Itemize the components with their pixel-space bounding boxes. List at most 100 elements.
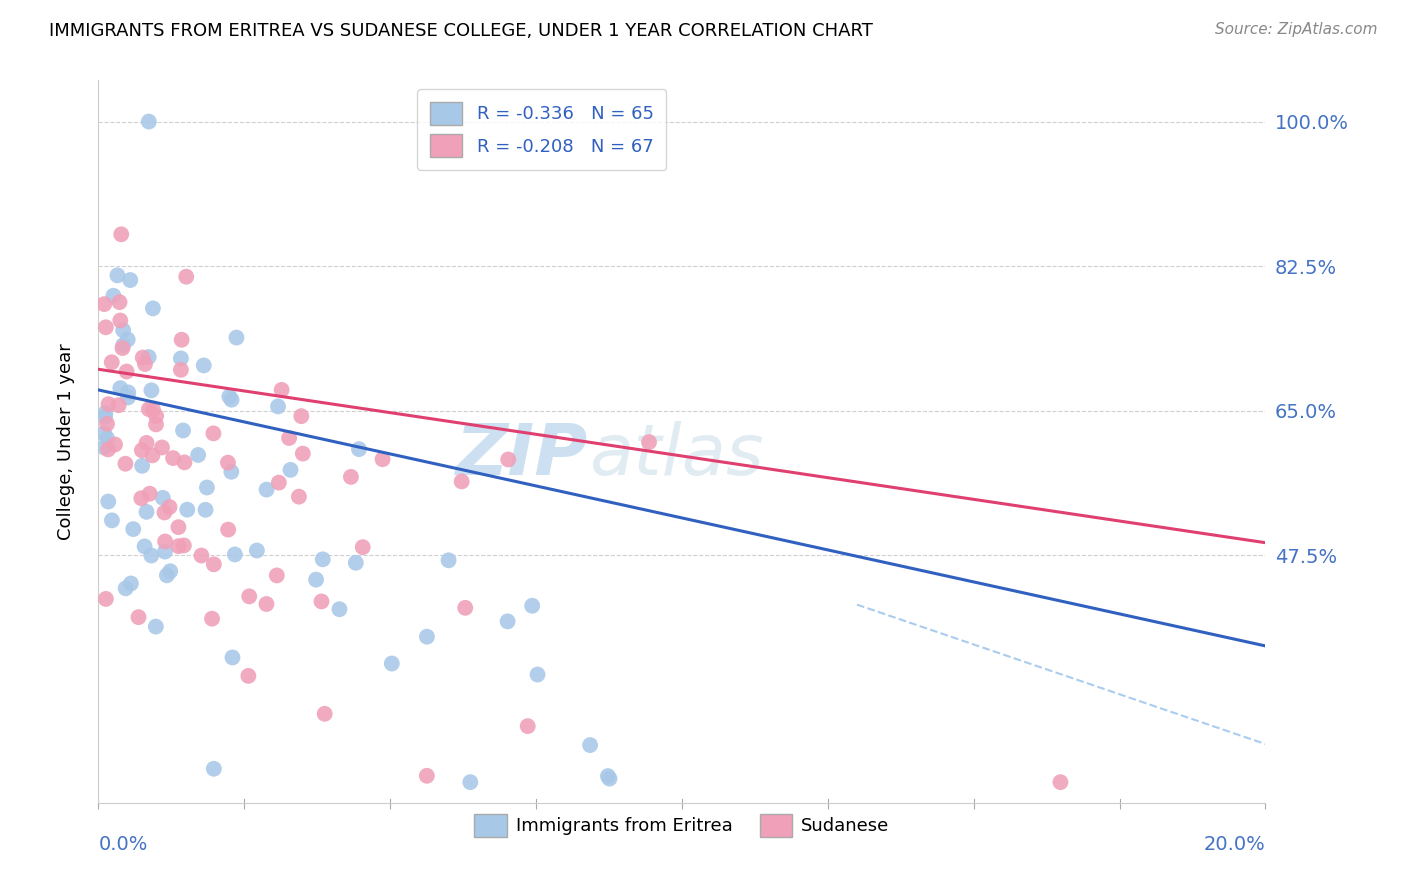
Point	[115, 365, 138, 379]
Point	[460, 775, 482, 789]
Point	[238, 669, 260, 683]
Point	[131, 458, 153, 473]
Point	[416, 769, 439, 783]
Point	[110, 381, 132, 395]
Point	[111, 341, 134, 355]
Point	[141, 448, 163, 462]
Point	[128, 610, 150, 624]
Point	[516, 719, 538, 733]
Point	[108, 295, 131, 310]
Point	[159, 500, 181, 514]
Text: 20.0%: 20.0%	[1204, 835, 1265, 855]
Point	[280, 463, 302, 477]
Point	[156, 568, 179, 582]
Point	[221, 392, 243, 407]
Point	[371, 452, 394, 467]
Point	[221, 650, 243, 665]
Point	[437, 553, 460, 567]
Point	[120, 576, 142, 591]
Point	[134, 357, 156, 371]
Point	[598, 772, 620, 786]
Point	[159, 564, 181, 578]
Point	[114, 457, 136, 471]
Point	[352, 540, 374, 554]
Point	[290, 409, 312, 424]
Point	[217, 523, 239, 537]
Point	[94, 591, 117, 606]
Point	[162, 451, 184, 466]
Point	[153, 506, 176, 520]
Point	[194, 503, 217, 517]
Point	[93, 426, 115, 441]
Text: IMMIGRANTS FROM ERITREA VS SUDANESE COLLEGE, UNDER 1 YEAR CORRELATION CHART: IMMIGRANTS FROM ERITREA VS SUDANESE COLL…	[49, 22, 873, 40]
Point	[110, 227, 132, 242]
Point	[93, 441, 115, 455]
Point	[138, 402, 160, 417]
Point	[167, 520, 190, 534]
Point	[114, 582, 136, 596]
Point	[101, 513, 124, 527]
Point	[100, 355, 122, 369]
Point	[173, 455, 195, 469]
Point	[176, 502, 198, 516]
Point	[145, 409, 167, 423]
Point	[256, 597, 278, 611]
Point	[305, 573, 328, 587]
Point	[117, 385, 139, 400]
Point	[153, 534, 176, 549]
Point	[112, 338, 135, 352]
Point	[145, 417, 167, 432]
Point	[314, 706, 336, 721]
Point	[344, 556, 367, 570]
Point	[450, 475, 472, 489]
Point	[132, 351, 155, 365]
Point	[138, 486, 160, 500]
Point	[195, 481, 218, 495]
Point	[256, 483, 278, 497]
Point	[145, 619, 167, 633]
Point	[97, 397, 120, 411]
Point	[150, 441, 173, 455]
Point	[381, 657, 404, 671]
Point	[131, 443, 153, 458]
Point	[218, 390, 240, 404]
Text: atlas: atlas	[589, 422, 763, 491]
Point	[526, 667, 548, 681]
Point	[454, 600, 477, 615]
Point	[416, 630, 439, 644]
Point	[173, 538, 195, 552]
Point	[152, 491, 174, 505]
Point	[170, 333, 193, 347]
Point	[96, 417, 118, 431]
Point	[340, 470, 363, 484]
Point	[202, 558, 225, 572]
Point	[201, 612, 224, 626]
Point	[246, 543, 269, 558]
Point	[107, 268, 129, 283]
Point	[267, 475, 290, 490]
Point	[328, 602, 350, 616]
Point	[496, 615, 519, 629]
Point	[97, 442, 120, 457]
Text: Source: ZipAtlas.com: Source: ZipAtlas.com	[1215, 22, 1378, 37]
Point	[120, 273, 142, 287]
Point	[94, 406, 117, 420]
Point	[142, 301, 165, 316]
Point	[131, 491, 153, 506]
Point	[238, 590, 260, 604]
Point	[312, 552, 335, 566]
Point	[96, 431, 118, 445]
Point	[347, 442, 370, 457]
Point	[270, 383, 292, 397]
Point	[170, 363, 193, 377]
Point	[496, 452, 519, 467]
Point	[225, 330, 247, 344]
Point	[202, 762, 225, 776]
Legend: Immigrants from Eritrea, Sudanese: Immigrants from Eritrea, Sudanese	[467, 806, 897, 845]
Point	[190, 549, 212, 563]
Point	[267, 400, 290, 414]
Point	[117, 333, 139, 347]
Point	[117, 391, 139, 405]
Point	[138, 350, 160, 364]
Point	[311, 594, 333, 608]
